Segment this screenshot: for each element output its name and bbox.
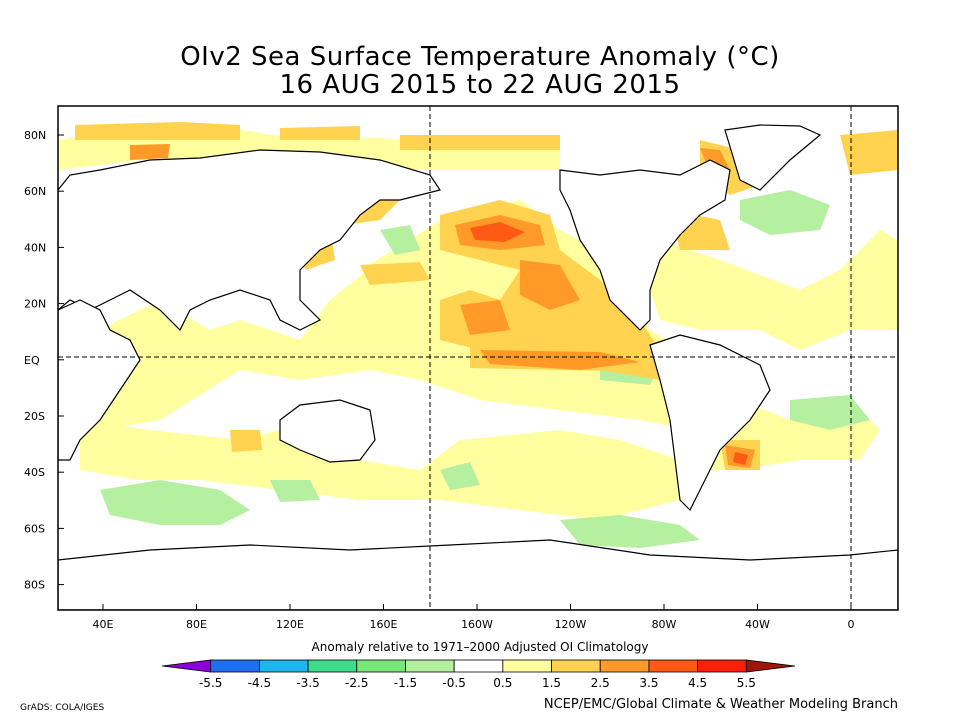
lon-tick-label: 40E [93, 618, 114, 631]
colorbar-swatch [551, 659, 601, 673]
colorbar [161, 659, 796, 673]
lat-tick-label: 20S [24, 410, 45, 423]
grads-credit: GrADS: COLA/IGES [20, 703, 105, 713]
colorbar-swatch [258, 659, 309, 673]
colorbar-label: 2.5 [590, 676, 610, 690]
colorbar-label: 4.5 [688, 676, 708, 690]
lat-tick-label: 60S [24, 522, 45, 535]
eurasia [58, 149, 441, 332]
colorbar-label: -3.5 [296, 676, 320, 690]
colorbar-label: -0.5 [442, 676, 466, 690]
colorbar-swatch [502, 659, 552, 673]
lon-tick-label: 80E [186, 618, 207, 631]
map-frame [57, 105, 899, 611]
lat-tick-label: 20N [24, 298, 46, 311]
lon-tick-label: 160E [370, 618, 398, 631]
lat-tick-label: 40S [24, 466, 45, 479]
south-america [649, 334, 771, 512]
anomaly-red-regions [470, 222, 748, 465]
colorbar-label: 1.5 [541, 676, 562, 690]
colorbar-label: 5.5 [736, 676, 756, 690]
ncep-credit: NCEP/EMC/Global Climate & Weather Modeli… [543, 697, 898, 712]
colorbar-swatch [405, 659, 455, 673]
lat-tick-label: 80S [24, 579, 45, 592]
colorbar-swatch [307, 659, 358, 673]
anomaly-dark-orange-regions [130, 144, 755, 468]
continents [58, 124, 898, 610]
colorbar-swatch [599, 659, 650, 673]
colorbar-title: Anomaly relative to 1971–2000 Adjusted O… [311, 640, 649, 654]
north-america [559, 159, 731, 331]
lat-tick-label: 80N [24, 129, 46, 142]
map-title-line1: OIv2 Sea Surface Temperature Anomaly (°C… [180, 42, 780, 72]
lat-tick-label: EQ [24, 354, 40, 367]
colorbar-swatch [210, 659, 260, 673]
colorbar-swatch [745, 659, 796, 673]
colorbar-label: 0.5 [493, 676, 513, 690]
longitude-ticks: 40E 80E 120E 160E 160W 120W 80W 40W 0 [93, 604, 855, 631]
colorbar-label: -4.5 [247, 676, 272, 690]
colorbar-label: -2.5 [345, 676, 369, 690]
lat-tick-label: 40N [24, 241, 46, 254]
colorbar-swatch [161, 659, 212, 673]
lon-tick-label: 40W [745, 618, 770, 631]
colorbar-label: 3.5 [639, 676, 659, 690]
colorbar-swatch [356, 659, 406, 673]
greenland [724, 124, 822, 191]
lon-tick-label: 80W [652, 618, 677, 631]
colorbar-swatch [453, 659, 504, 673]
lon-tick-label: 0 [848, 618, 855, 631]
antarctica [58, 539, 898, 610]
colorbar-swatch [648, 659, 699, 673]
lon-tick-label: 120E [276, 618, 304, 631]
colorbar-label: -5.5 [198, 676, 223, 690]
australia [279, 399, 376, 463]
map-title-line2: 16 AUG 2015 to 22 AUG 2015 [279, 70, 681, 100]
lon-tick-label: 160W [461, 618, 493, 631]
africa [58, 299, 141, 461]
colorbar-swatch [697, 659, 747, 673]
colorbar-label: -1.5 [393, 676, 418, 690]
latitude-ticks: 80N 60N 40N 20N EQ 20S 40S 60S 80S [24, 129, 64, 592]
lat-tick-label: 60N [24, 185, 46, 198]
lon-tick-label: 120W [555, 618, 587, 631]
